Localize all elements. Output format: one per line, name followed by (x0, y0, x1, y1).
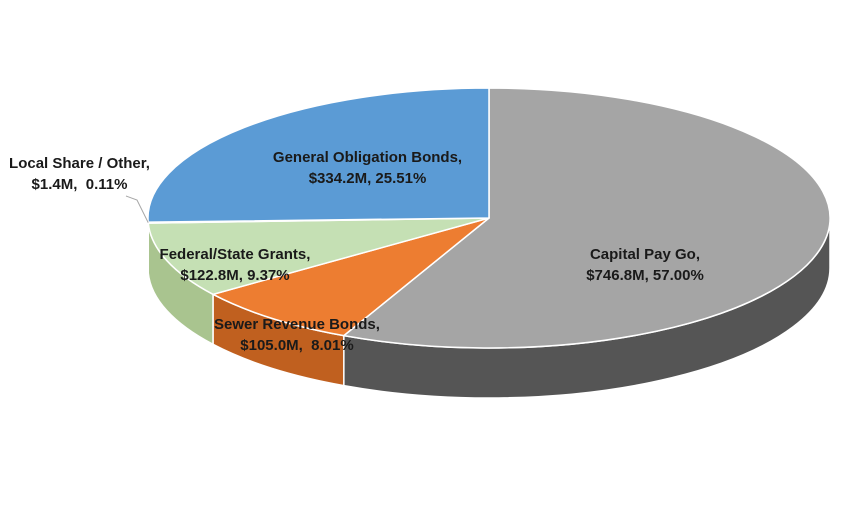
pie-slice-federal-state-grants (147, 217, 490, 296)
slice-label-general-obligation-bonds: General Obligation Bonds, $334.2M, 25.51… (272, 149, 463, 187)
pie-top-slices (147, 87, 831, 349)
pie-slice-general-obligation-bonds (147, 87, 490, 223)
leader-line-local-share-other (125, 195, 149, 223)
slice-label-sewer-revenue-bonds: Sewer Revenue Bonds, $105.0M, 8.01% (214, 316, 380, 354)
slice-label-federal-state-grants: Federal/State Grants, $122.8M, 9.37% (159, 246, 311, 284)
slice-label-capital-pay-go: Capital Pay Go, $746.8M, 57.00% (586, 246, 704, 284)
pie-slice-capital-pay-go (343, 87, 831, 349)
pie-slice-sewer-revenue-bonds (212, 217, 490, 337)
slice-label-local-share-other: Local Share / Other, $1.4M, 0.11% (9, 155, 150, 193)
pie-side-walls (147, 217, 831, 399)
leader-lines (125, 195, 149, 223)
